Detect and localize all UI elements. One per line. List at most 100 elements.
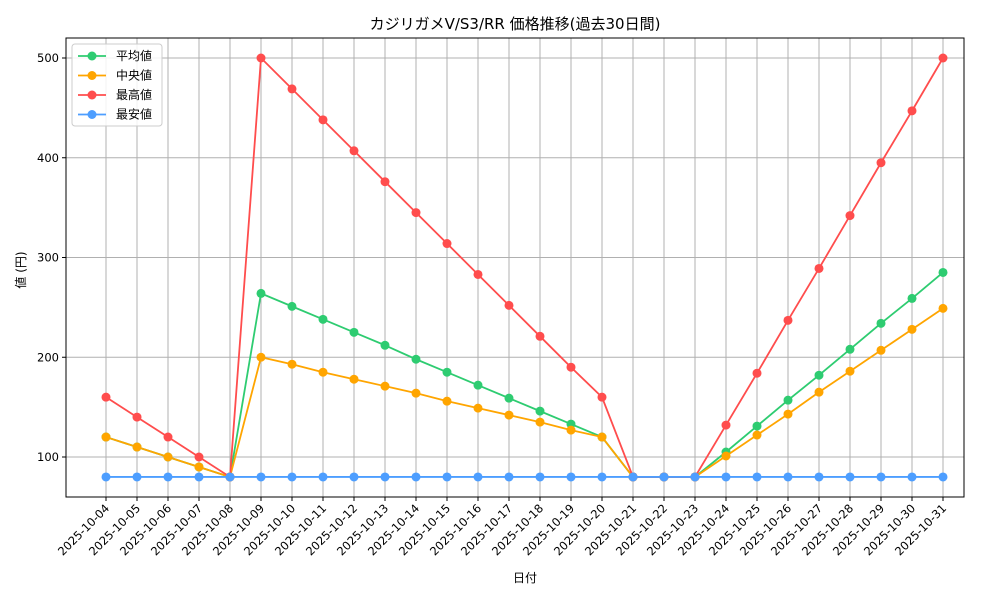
legend-marker xyxy=(87,90,97,100)
data-point xyxy=(194,452,204,462)
data-point xyxy=(783,472,793,482)
data-point xyxy=(473,380,483,390)
series-line xyxy=(105,271,944,479)
data-point xyxy=(132,412,142,422)
data-point xyxy=(194,462,204,472)
y-tick-label: 200 xyxy=(37,350,59,364)
data-point xyxy=(814,263,824,273)
data-point xyxy=(256,288,266,298)
data-point xyxy=(907,472,917,482)
data-point xyxy=(659,472,669,482)
data-point xyxy=(504,472,514,482)
plot-frame xyxy=(65,37,965,498)
data-point xyxy=(256,352,266,362)
data-point xyxy=(938,267,948,277)
data-point xyxy=(783,409,793,419)
y-tick-label: 500 xyxy=(37,51,59,65)
data-point xyxy=(752,430,762,440)
data-point xyxy=(163,452,173,462)
data-point xyxy=(101,392,111,402)
data-point xyxy=(597,472,607,482)
data-point xyxy=(907,106,917,116)
data-point xyxy=(442,472,452,482)
y-tick-label: 300 xyxy=(37,251,59,265)
legend-label: 中央値 xyxy=(116,68,152,83)
data-point xyxy=(256,472,266,482)
y-axis-label: 値 (円) xyxy=(13,251,28,288)
data-point xyxy=(287,84,297,94)
data-point xyxy=(442,396,452,406)
series-0 xyxy=(101,267,948,482)
data-point xyxy=(721,420,731,430)
data-point xyxy=(783,315,793,325)
data-point xyxy=(721,472,731,482)
data-point xyxy=(876,345,886,355)
data-point xyxy=(349,146,359,156)
data-point xyxy=(504,410,514,420)
data-point xyxy=(721,451,731,461)
data-point xyxy=(597,432,607,442)
data-point xyxy=(287,301,297,311)
data-point xyxy=(814,472,824,482)
data-point xyxy=(938,53,948,63)
data-point xyxy=(752,368,762,378)
data-point xyxy=(349,472,359,482)
data-point xyxy=(752,421,762,431)
data-point xyxy=(163,472,173,482)
data-point xyxy=(535,417,545,427)
legend-label: 平均値 xyxy=(116,48,152,63)
y-axis: 100 200 300 400 500 xyxy=(37,51,66,464)
data-point xyxy=(318,472,328,482)
series-3 xyxy=(101,472,948,482)
series-1 xyxy=(101,303,948,482)
legend-label: 最安値 xyxy=(116,107,152,122)
data-point xyxy=(318,314,328,324)
data-point xyxy=(504,393,514,403)
data-point xyxy=(163,432,173,442)
data-point xyxy=(287,472,297,482)
data-point xyxy=(752,472,762,482)
x-axis-label: 日付 xyxy=(513,571,537,585)
data-point xyxy=(132,472,142,482)
data-point xyxy=(628,472,638,482)
data-point xyxy=(442,367,452,377)
series-line xyxy=(105,307,944,479)
y-tick-label: 100 xyxy=(37,450,59,464)
x-axis: 2025-10-042025-10-052025-10-062025-10-07… xyxy=(55,497,949,558)
data-point xyxy=(845,366,855,376)
data-point xyxy=(876,158,886,168)
data-point xyxy=(101,472,111,482)
data-point xyxy=(535,331,545,341)
series-lines xyxy=(101,53,948,482)
data-point xyxy=(380,340,390,350)
data-point xyxy=(256,53,266,63)
data-point xyxy=(690,472,700,482)
data-point xyxy=(287,359,297,369)
data-point xyxy=(845,472,855,482)
chart-title: カジリガメV/S3/RR 価格推移(過去30日間) xyxy=(370,15,661,33)
data-point xyxy=(411,472,421,482)
data-point xyxy=(535,406,545,416)
data-point xyxy=(566,425,576,435)
y-tick-label: 400 xyxy=(37,151,59,165)
data-point xyxy=(814,387,824,397)
data-point xyxy=(876,318,886,328)
data-point xyxy=(411,208,421,218)
data-point xyxy=(349,374,359,384)
series-2 xyxy=(101,53,948,482)
data-point xyxy=(566,472,576,482)
data-point xyxy=(194,472,204,482)
series-line xyxy=(105,55,944,479)
data-point xyxy=(907,324,917,334)
data-point xyxy=(783,395,793,405)
data-point xyxy=(814,370,824,380)
data-point xyxy=(845,211,855,221)
data-point xyxy=(938,303,948,313)
data-point xyxy=(535,472,545,482)
data-point xyxy=(411,388,421,398)
data-point xyxy=(318,367,328,377)
data-point xyxy=(907,293,917,303)
data-point xyxy=(473,269,483,279)
